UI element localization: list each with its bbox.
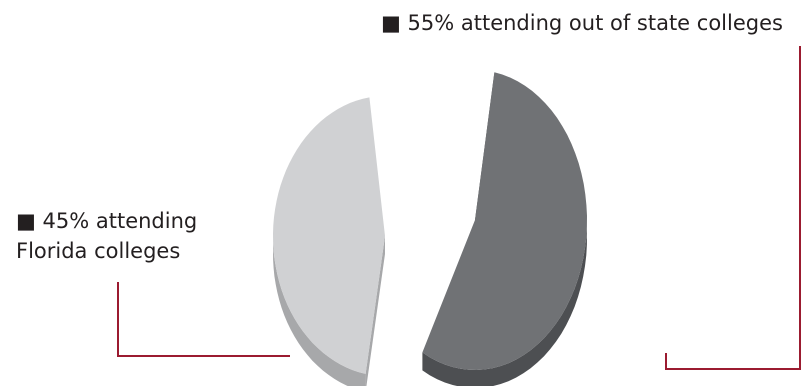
pie-slice-top bbox=[422, 72, 587, 371]
pie-slice-top bbox=[273, 97, 385, 374]
slice-labels: ■ 45% attending Florida colleges ■ 55% att… bbox=[16, 11, 783, 263]
pie-slice-side bbox=[273, 241, 366, 386]
pie-slice bbox=[273, 97, 385, 386]
pie-slice bbox=[422, 72, 587, 386]
pie-slice-side bbox=[422, 226, 587, 386]
pie-slices bbox=[273, 72, 587, 386]
slice-label-line: ■ 55% attending out of state colleges bbox=[381, 11, 783, 35]
slice-label-line: Florida colleges bbox=[16, 239, 180, 263]
leader-line bbox=[117, 282, 290, 357]
slice-label: ■ 55% attending out of state colleges bbox=[381, 11, 783, 35]
slice-label: ■ 45% attending Florida colleges bbox=[16, 209, 197, 263]
pie-slice-cut-face bbox=[365, 236, 385, 386]
leader-line bbox=[665, 46, 801, 370]
leader-lines bbox=[117, 46, 801, 370]
slice-label-line: ■ 45% attending bbox=[16, 209, 197, 233]
